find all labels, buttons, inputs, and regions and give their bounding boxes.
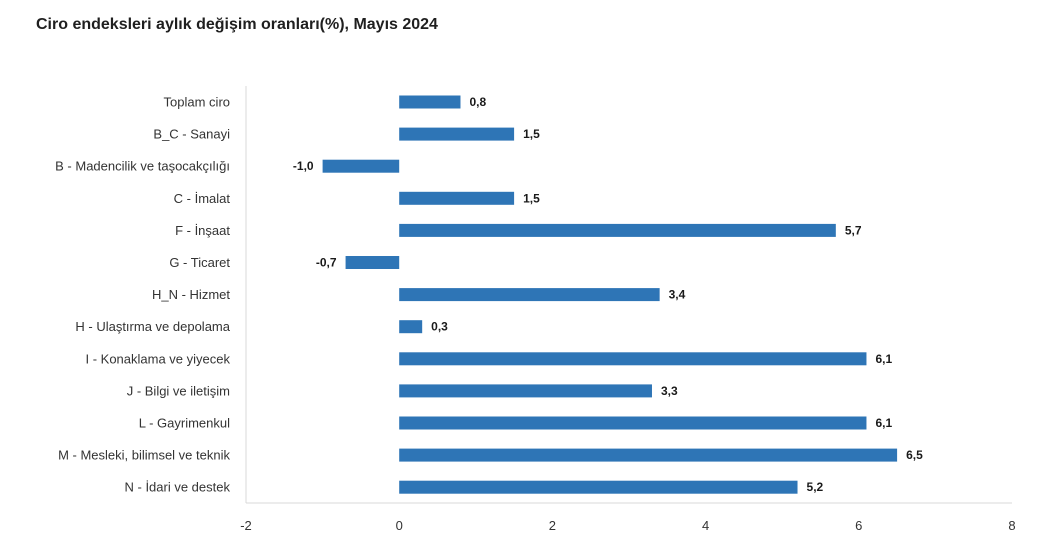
category-label: L - Gayrimenkul <box>139 416 230 431</box>
bar <box>399 223 836 237</box>
bar <box>399 95 461 109</box>
category-label: H_N - Hizmet <box>152 287 230 302</box>
x-tick-label: 6 <box>855 518 862 533</box>
data-label: 1,5 <box>523 127 540 141</box>
bar <box>399 352 867 366</box>
x-tick-label: -2 <box>240 518 252 533</box>
category-label: F - İnşaat <box>175 223 230 238</box>
data-label: 0,8 <box>469 95 486 109</box>
data-label: 6,5 <box>906 448 923 462</box>
data-label: 0,3 <box>431 320 448 334</box>
x-tick-label: 4 <box>702 518 709 533</box>
category-label: B - Madencilik ve taşocakçılığı <box>55 159 230 174</box>
bar <box>345 256 400 269</box>
bar <box>399 191 515 205</box>
labels-layer: -2 0 2 4 6 8 Toplam ciro 0,8 B_C - Sanayi 1,5 B - … <box>55 95 1015 534</box>
data-label: -0,7 <box>316 256 337 270</box>
bar <box>399 320 423 334</box>
bars-layer <box>322 95 898 494</box>
category-label: I - Konaklama ve yiyecek <box>85 351 230 366</box>
chart-title: Ciro endeksleri aylık değişim oranları(%… <box>36 16 438 33</box>
data-label: 3,4 <box>669 288 686 302</box>
bar <box>399 448 898 462</box>
bar <box>399 288 660 302</box>
bar <box>399 480 798 494</box>
data-label: 3,3 <box>661 384 678 398</box>
category-label: N - İdari ve destek <box>125 480 231 495</box>
category-label: Toplam ciro <box>164 95 230 110</box>
data-label: 1,5 <box>523 191 540 205</box>
data-label: 5,2 <box>807 480 824 494</box>
x-tick-label: 0 <box>396 518 403 533</box>
bar <box>399 127 515 141</box>
x-tick-label: 8 <box>1008 518 1015 533</box>
category-label: C - İmalat <box>174 191 231 206</box>
category-label: B_C - Sanayi <box>153 127 230 142</box>
data-label: 6,1 <box>875 416 892 430</box>
category-label: G - Ticaret <box>169 255 230 270</box>
bar <box>399 416 867 430</box>
data-label: 5,7 <box>845 223 862 237</box>
data-label: 6,1 <box>875 352 892 366</box>
x-tick-label: 2 <box>549 518 556 533</box>
category-label: J - Bilgi ve iletişim <box>127 383 230 398</box>
bar <box>322 159 400 173</box>
data-label: -1,0 <box>293 159 314 173</box>
category-label: M - Mesleki, bilimsel ve teknik <box>58 448 230 463</box>
category-label: H - Ulaştırma ve depolama <box>75 319 230 334</box>
bar <box>399 384 652 398</box>
axes-layer <box>245 86 1012 504</box>
